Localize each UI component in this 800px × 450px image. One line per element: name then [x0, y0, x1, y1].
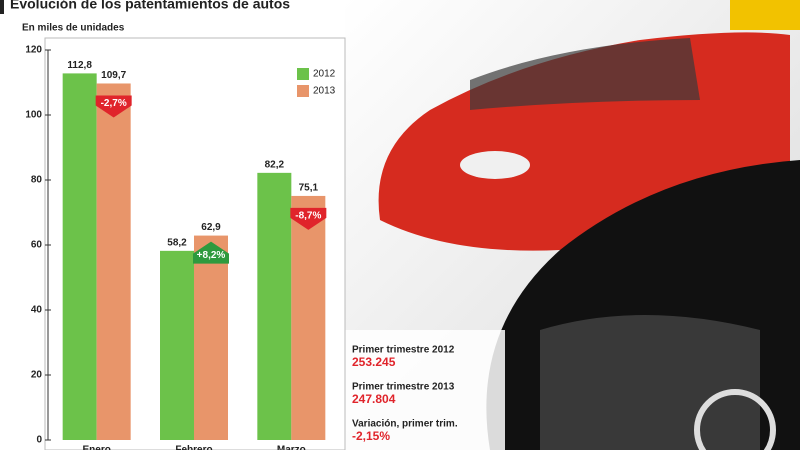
- summary-label: Variación, primer trim.: [352, 419, 458, 430]
- data-label: 58,2: [167, 237, 187, 248]
- chart-frame: [44, 37, 346, 450]
- photo-wall: [730, 0, 800, 30]
- y-tick-label: 0: [36, 435, 42, 446]
- x-tick-label: Febrero: [175, 445, 212, 450]
- summary-label: Primer trimestre 2013: [352, 382, 455, 393]
- black-car-grille: [540, 315, 760, 450]
- data-label: 82,2: [265, 159, 285, 170]
- data-label: 109,7: [101, 70, 126, 81]
- x-tick-label: Marzo: [277, 445, 306, 450]
- y-tick-label: 120: [25, 45, 42, 56]
- summary-value: -2,15%: [352, 429, 390, 443]
- bar: [62, 73, 97, 441]
- chart-title: Evolución de los patentamientos de autos: [10, 0, 290, 12]
- x-tick-label: Enero: [82, 445, 110, 450]
- title-bar: [0, 0, 4, 14]
- y-tick-label: 60: [31, 240, 43, 251]
- summary-value: 253.245: [352, 355, 396, 369]
- bar: [194, 235, 228, 440]
- chart-subtitle: En miles de unidades: [22, 23, 125, 34]
- legend-swatch: [297, 85, 309, 97]
- y-tick-label: 80: [31, 175, 43, 186]
- change-badge: [95, 95, 132, 118]
- bar: [96, 83, 131, 440]
- bar: [160, 250, 194, 440]
- headlight: [460, 151, 530, 179]
- summary-value: 247.804: [352, 392, 396, 406]
- y-tick-label: 20: [31, 370, 43, 381]
- bar: [291, 195, 326, 440]
- logo: [694, 389, 776, 450]
- summary-panel: [345, 330, 505, 450]
- data-label: 75,1: [299, 183, 319, 194]
- legend-swatch: [297, 68, 309, 80]
- y-tick-label: 100: [25, 110, 42, 121]
- change-label: -2,7%: [101, 98, 127, 109]
- data-label: 62,9: [201, 222, 221, 233]
- change-label: +8,2%: [197, 250, 226, 261]
- change-badge: [290, 207, 327, 230]
- change-label: -8,7%: [295, 211, 321, 222]
- bar: [257, 172, 292, 440]
- legend-label: 2012: [313, 69, 336, 80]
- summary-label: Primer trimestre 2012: [352, 345, 455, 356]
- red-car-window: [470, 38, 700, 110]
- data-label: 112,8: [67, 60, 92, 71]
- change-badge: [193, 241, 229, 264]
- legend-label: 2013: [313, 86, 336, 97]
- y-tick-label: 40: [31, 305, 43, 316]
